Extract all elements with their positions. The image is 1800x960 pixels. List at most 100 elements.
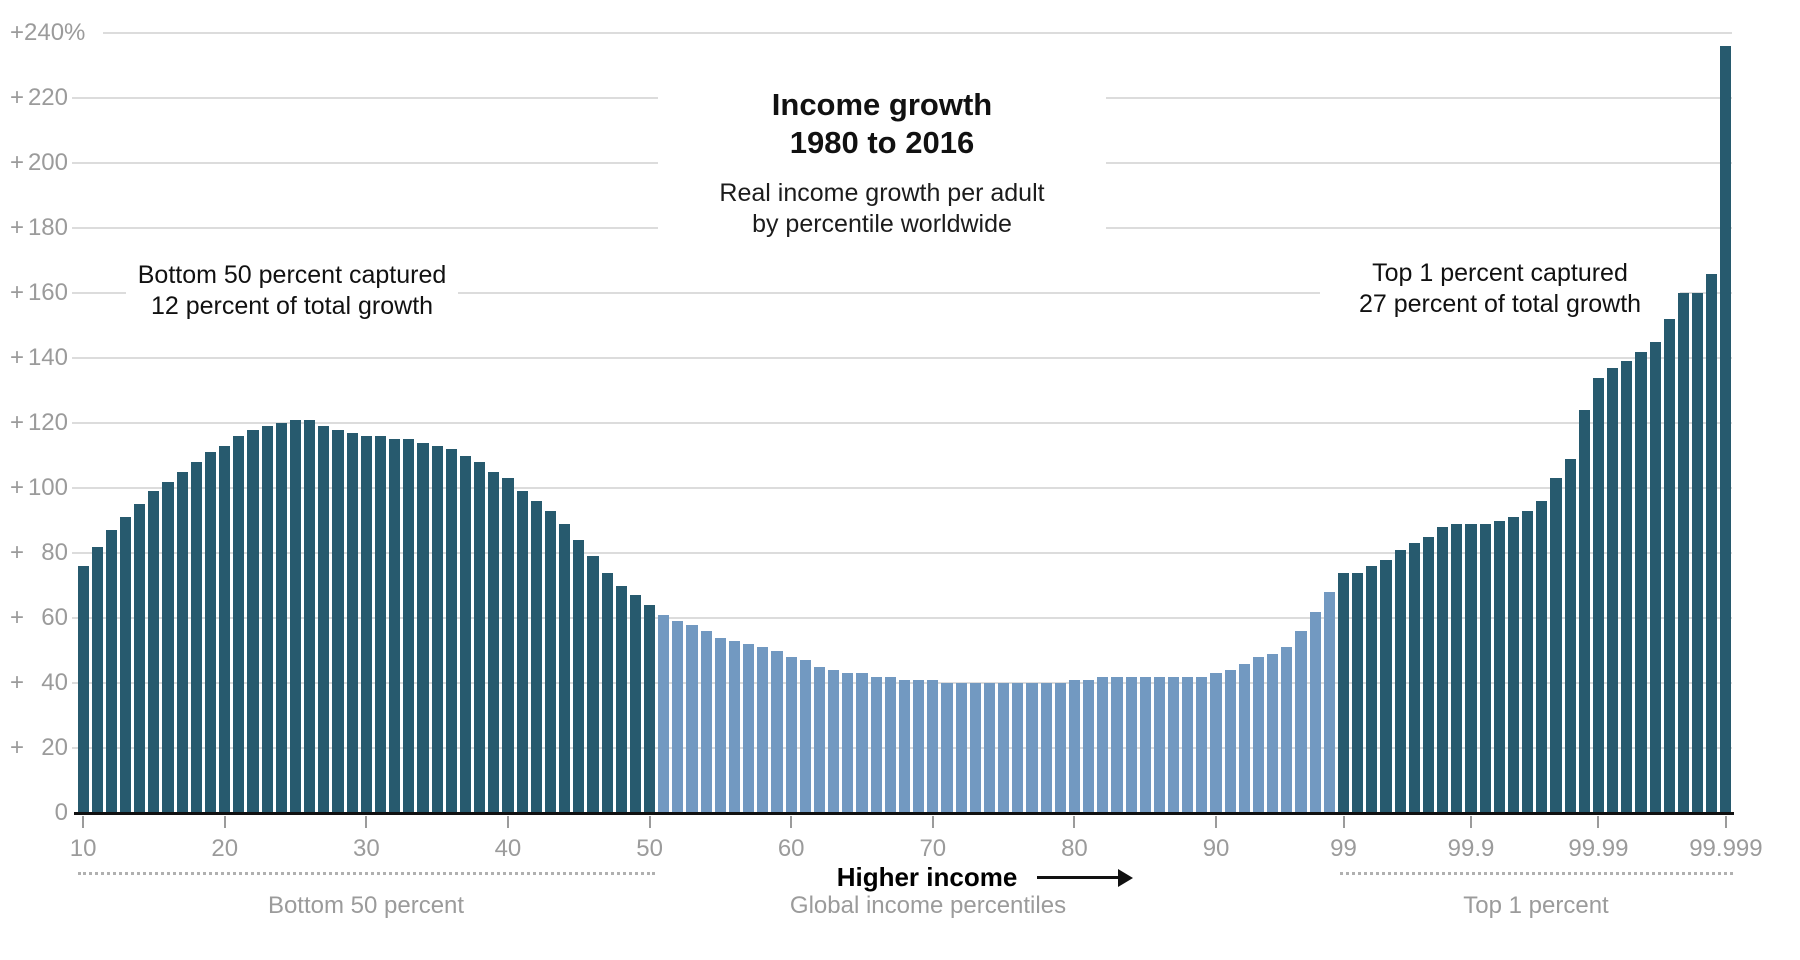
bar-p99.5 (1408, 543, 1420, 813)
bar-p30 (360, 436, 372, 813)
y-tick-value: 100 (27, 474, 68, 501)
bar-p31 (374, 436, 387, 813)
annotation-top1-line-2: 27 percent of total growth (1358, 290, 1642, 318)
bar-p73 (969, 683, 981, 813)
y-tick-label-180: +180 (10, 213, 68, 243)
chart-title-line-1: Income growth (771, 87, 993, 122)
x-tick-label-80: 80 (1061, 835, 1088, 862)
x-tick-80 (1073, 816, 1076, 828)
bar-p99.995 (1663, 319, 1675, 813)
bar-p76 (1012, 683, 1024, 813)
bar-p99.999 (1720, 46, 1732, 813)
bar-p79 (1054, 683, 1066, 813)
bar-p89 (1196, 676, 1208, 813)
bar-p99.99 (1592, 377, 1605, 813)
y-tick-value: 40 (41, 669, 68, 696)
y-tick-plus: + (10, 279, 25, 306)
x-tick-label-90: 90 (1202, 835, 1230, 862)
gridline-120 (72, 422, 1732, 424)
bar-p21 (233, 436, 245, 813)
y-tick-plus: + (10, 409, 25, 436)
bar-p78 (1040, 683, 1052, 813)
bar-p12 (105, 530, 117, 813)
x-tick-label-60: 60 (777, 835, 805, 862)
gridline-240 (103, 32, 1732, 34)
bar-p15 (148, 491, 160, 813)
x-tick-label-99.999: 99.999 (1689, 835, 1763, 862)
bar-p37 (459, 455, 472, 813)
bar-p45 (573, 540, 585, 813)
bottom50-segment-label: Bottom 50 percent (267, 892, 465, 919)
x-tick-99.9 (1470, 816, 1472, 828)
bar-p29 (346, 432, 358, 813)
title-spacer (658, 162, 1106, 178)
bar-p99.991 (1607, 367, 1619, 813)
gridline-80 (72, 552, 1732, 554)
bar-p18 (190, 462, 202, 813)
bar-p81 (1083, 679, 1095, 813)
x-tick-label-30: 30 (352, 835, 380, 862)
bar-p55 (714, 637, 726, 813)
bar-p62 (813, 666, 826, 813)
y-tick-label-120: +120 (10, 408, 68, 438)
bar-p69 (913, 679, 925, 813)
y-tick-label-0: 0 (10, 798, 68, 828)
bar-p99 (1337, 572, 1350, 813)
y-tick-plus: + (10, 539, 25, 566)
bar-p40 (502, 478, 514, 813)
bar-p22 (247, 429, 259, 813)
bar-p61 (799, 660, 811, 813)
bar-p13 (119, 517, 132, 813)
gridline-140 (72, 357, 1732, 359)
y-tick-label-160: +160 (10, 278, 68, 308)
bar-p25 (289, 419, 302, 813)
x-axis-line (74, 812, 1734, 815)
x-tick-99.99 (1597, 816, 1600, 828)
bar-p20 (219, 445, 231, 813)
bar-p99.7 (1437, 527, 1449, 813)
y-tick-label-100: +100 (10, 473, 68, 503)
x-tick-99.999 (1724, 816, 1727, 828)
bar-p74 (983, 683, 996, 813)
y-tick-value: 140 (27, 344, 68, 371)
bar-p99.1 (1352, 572, 1364, 813)
x-tick-label-99.9: 99.9 (1447, 835, 1495, 862)
bar-p99.997 (1692, 293, 1704, 813)
bar-p99.992 (1621, 361, 1633, 813)
chart-subtitle-line-2: by percentile worldwide (752, 210, 1012, 238)
bar-p94 (1267, 653, 1279, 813)
bar-p47 (601, 572, 613, 813)
bar-p84 (1125, 676, 1137, 813)
bar-p71 (941, 683, 953, 813)
higher-income-arrow-head (1118, 869, 1133, 887)
annotation-bottom50: Bottom 50 percent captured 12 percent of… (126, 260, 458, 326)
bar-p99.6 (1422, 536, 1435, 813)
bar-p99.96 (1550, 478, 1562, 813)
bar-p66 (870, 676, 882, 813)
higher-income-arrow-shaft (1037, 876, 1121, 879)
y-tick-value: 80 (41, 539, 68, 566)
bar-p65 (856, 673, 868, 813)
bar-p99.998 (1706, 273, 1718, 813)
bar-p88 (1182, 676, 1194, 813)
bar-p63 (828, 670, 840, 813)
bar-p14 (134, 504, 146, 813)
bar-p10 (77, 566, 89, 813)
bar-p38 (474, 462, 486, 813)
y-tick-value: 240% (24, 19, 86, 46)
y-tick-value: 0 (54, 799, 68, 826)
bar-p99.94 (1522, 510, 1534, 813)
gridline-60 (72, 617, 1732, 619)
chart-subtitle-line-1: Real income growth per adult (719, 179, 1045, 207)
annotation-bottom50-line-2: 12 percent of total growth (150, 292, 434, 320)
chart-title-block: Income growth 1980 to 2016 Real income g… (658, 86, 1106, 252)
y-tick-label-240: +240% (10, 18, 85, 48)
bar-p80 (1068, 679, 1081, 813)
x-tick-60 (790, 816, 793, 828)
bar-p75 (998, 683, 1010, 813)
y-tick-value: 200 (27, 149, 68, 176)
bar-p60 (785, 657, 797, 813)
bar-p48 (615, 585, 627, 813)
bottom50-dotted-line (78, 872, 655, 875)
bar-p58 (757, 647, 769, 813)
